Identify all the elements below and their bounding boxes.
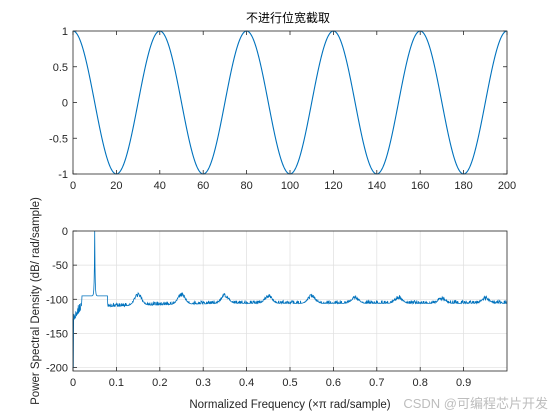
top-x-tick-label: 180 — [454, 180, 472, 192]
top-x-tick-label: 80 — [240, 180, 252, 192]
top-y-tick-label: 1 — [62, 26, 68, 38]
top-x-tick-label: 120 — [324, 180, 342, 192]
watermark: CSDN @可编程芯片开发 — [403, 396, 548, 411]
top-chart-title: 不进行位宽截取 — [246, 10, 330, 25]
top-y-ticks: 1 0.5 0 -0.5 -1 — [49, 26, 507, 181]
top-x-tick-label: 60 — [197, 180, 209, 192]
top-x-tick-label: 0 — [70, 180, 76, 192]
top-x-tick-label: 40 — [154, 180, 166, 192]
bottom-x-tick-label: 0.8 — [413, 377, 428, 389]
bottom-axes: 0-50-100-150-200 0 0.1 0.2 0.3 0.4 0.5 0.6 0.7 0… — [30, 197, 508, 411]
bottom-x-axis-label: Normalized Frequency (×π rad/sample) — [189, 399, 390, 411]
bottom-y-tick-label: -200 — [46, 363, 68, 375]
bottom-x-tick-label: 0.2 — [152, 377, 167, 389]
bottom-x-tick-label: 0.3 — [196, 377, 211, 389]
top-series-line — [72, 30, 508, 175]
bottom-grid — [72, 230, 507, 371]
bottom-y-axis-label: Power Spectral Density (dB/ rad/sample) — [30, 197, 42, 405]
top-axes-frame — [72, 30, 508, 175]
top-y-tick-label: -1 — [58, 169, 68, 181]
bottom-x-tick-label: 0.9 — [456, 377, 471, 389]
bottom-x-ticks: 0 0.1 0.2 0.3 0.4 0.5 0.6 0.7 0.8 0.9 — [70, 367, 471, 389]
bottom-x-tick-label: 0 — [70, 377, 76, 389]
top-y-tick-label: 0 — [62, 98, 68, 110]
bottom-y-tick-label: -150 — [46, 328, 68, 340]
bottom-x-tick-label: 0.6 — [326, 377, 341, 389]
bottom-x-tick-label: 0.7 — [369, 377, 384, 389]
bottom-axes-frame — [72, 230, 508, 372]
psd-series-line — [72, 230, 508, 368]
top-x-tick-label: 160 — [411, 180, 429, 192]
top-y-tick-label: 0.5 — [53, 62, 68, 74]
bottom-y-tick-label: 0 — [62, 226, 68, 238]
bottom-x-tick-label: 0.5 — [282, 377, 297, 389]
bottom-y-tick-label: -50 — [52, 260, 68, 272]
bottom-y-tick-label: -100 — [46, 294, 68, 306]
top-axes: 不进行位宽截取 1 0.5 0 -0.5 -1 0 20 40 60 80 100 120 140 16… — [49, 10, 516, 192]
top-x-tick-label: 20 — [110, 180, 122, 192]
bottom-x-tick-label: 0.4 — [239, 377, 254, 389]
bottom-y-ticks: 0 -50 -100 -150 -200 — [46, 226, 77, 375]
top-x-tick-label: 200 — [498, 180, 516, 192]
top-x-tick-label: 140 — [368, 180, 386, 192]
top-y-tick-label: -0.5 — [49, 133, 68, 145]
top-x-ticks: 0 20 40 60 80 100 120 140 160 180 200 — [70, 31, 516, 192]
bottom-x-tick-label: 0.1 — [109, 377, 124, 389]
top-x-tick-label: 100 — [281, 180, 299, 192]
